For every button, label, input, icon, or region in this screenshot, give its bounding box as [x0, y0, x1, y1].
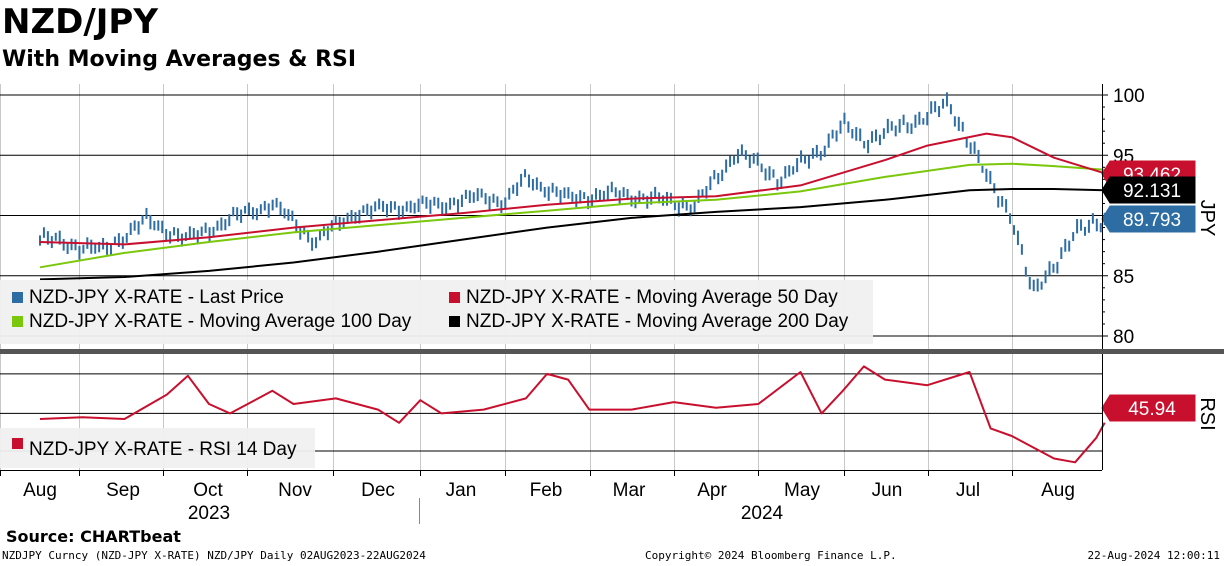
price-value-tag-bg — [1101, 205, 1196, 233]
rsi-legend: NZD-JPY X-RATE - RSI 14 Day — [0, 428, 315, 468]
rsi-value-tag-text: 45.94 — [1128, 399, 1176, 420]
month-label: Mar — [613, 480, 646, 501]
price-legend-label: NZD-JPY X-RATE - Moving Average 50 Day — [466, 287, 838, 308]
rsi-value-tag: 45.94 — [1101, 394, 1196, 422]
ma100-line — [39, 162, 1105, 269]
price-tick-label: 100 — [1113, 86, 1145, 107]
price-legend-label: NZD-JPY X-RATE - Moving Average 100 Day — [29, 311, 412, 332]
price-legend: NZD-JPY X-RATE - Last Price NZD-JPY X-RAT… — [0, 280, 873, 344]
rsi-legend-swatch — [12, 438, 23, 449]
month-label: Dec — [361, 480, 395, 501]
month-label: Jul — [956, 480, 980, 501]
year-label-2023: 2023 — [188, 503, 230, 524]
ma200-value-tag-bg — [1101, 176, 1196, 204]
source-note: Source: CHARTbeat — [6, 527, 181, 546]
ma200-line — [39, 188, 1105, 281]
month-label: Sep — [106, 480, 140, 501]
month-label: Jan — [446, 480, 477, 501]
month-label: Apr — [697, 480, 727, 501]
year-label-2024: 2024 — [741, 503, 784, 524]
ticker-info: NZDJPY Curncy (NZD-JPY X-RATE) NZD/JPY D… — [2, 549, 426, 562]
month-label: Jun — [872, 480, 903, 501]
price-legend-swatch — [449, 316, 460, 327]
month-label: Aug — [1041, 480, 1075, 501]
ma200-value-tag: 92.131 — [1101, 176, 1196, 204]
rsi-axis-label: RSI — [1196, 397, 1218, 430]
price-axis-label: JPY — [1196, 200, 1218, 237]
price-legend-swatch — [449, 292, 460, 303]
price-value-tag-text: 89.793 — [1123, 210, 1181, 231]
ma200-value-tag-text: 92.131 — [1123, 181, 1181, 202]
rsi-line — [39, 365, 1106, 464]
price-tick-label: 85 — [1113, 267, 1134, 288]
price-value-tag: 89.793 — [1101, 205, 1196, 233]
price-legend-swatch — [12, 292, 23, 303]
price-legend-label: NZD-JPY X-RATE - Moving Average 200 Day — [466, 311, 849, 332]
rsi-value-tag-bg — [1101, 394, 1196, 422]
month-label: Aug — [23, 480, 57, 501]
month-label: Feb — [530, 480, 563, 501]
copyright-note: Copyright© 2024 Bloomberg Finance L.P. — [645, 549, 897, 562]
chart-title: NZD/JPY — [2, 2, 158, 42]
chart-subtitle: With Moving Averages & RSI — [2, 47, 357, 72]
price-legend-swatch — [12, 316, 23, 327]
rsi-legend-label: NZD-JPY X-RATE - RSI 14 Day — [29, 439, 297, 460]
panel-divider — [0, 349, 1224, 354]
timestamp: 22-Aug-2024 12:00:11 — [1087, 549, 1220, 562]
price-legend-bg — [0, 280, 873, 344]
ma50-line — [39, 132, 1105, 246]
rsi-legend-bg — [0, 428, 315, 468]
month-label: Oct — [193, 480, 223, 501]
month-label: Nov — [278, 480, 312, 501]
price-tick-label: 80 — [1113, 327, 1134, 348]
price-legend-label: NZD-JPY X-RATE - Last Price — [29, 287, 284, 308]
month-label: May — [784, 480, 820, 501]
